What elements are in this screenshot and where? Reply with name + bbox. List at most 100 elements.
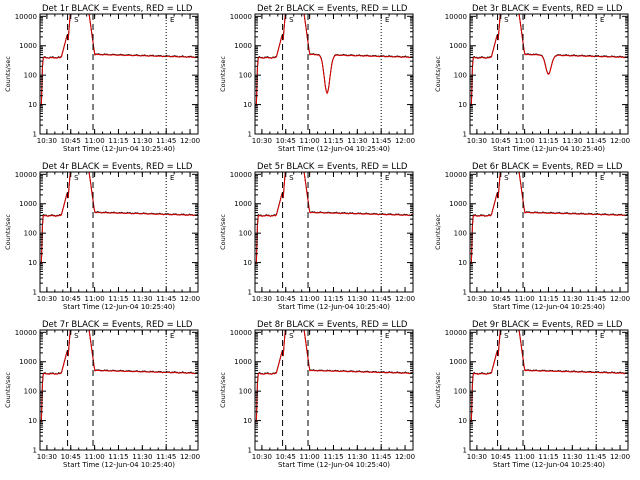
y-tick-label: 100: [239, 72, 252, 80]
x-tick-label: 11:45: [586, 137, 606, 145]
y-tick-label: 1: [33, 289, 37, 297]
x-tick-label: 11:30: [347, 137, 367, 145]
flare-start-marker: S: [289, 332, 294, 340]
y-tick-label: 10: [28, 259, 37, 267]
lld-series: [255, 14, 413, 106]
x-tick-label: 11:30: [132, 453, 152, 461]
plot-area: [470, 330, 628, 422]
lld-series: [40, 330, 198, 422]
lld-series: [470, 14, 628, 106]
panel-frame: [254, 329, 414, 451]
y-tick-label: 10000: [15, 13, 37, 21]
y-tick-label: 1: [33, 131, 37, 139]
y-axis-label: Counts/sec: [219, 372, 227, 408]
x-tick-label: 12:00: [395, 453, 415, 461]
y-tick-label: 100: [454, 230, 467, 238]
panel-frame: [469, 329, 629, 451]
detector-panel-7: S E 1 10 100 1000 10000 10:30 10:45 11:00 11:15 11:…: [4, 320, 200, 469]
x-tick-label: 10:45: [61, 137, 81, 145]
y-tick-label: 10: [458, 101, 467, 109]
flare-start-marker: S: [504, 332, 509, 340]
flare-end-marker: E: [385, 332, 389, 340]
panel-frame: [39, 329, 199, 451]
x-tick-label: 10:45: [276, 453, 296, 461]
detector-panel-5: S E 1 10 100 1000 10000 10:30 10:45 11:00 11:15 11:…: [219, 162, 415, 311]
panel-title: Det 7r BLACK = Events, RED = LLD: [42, 320, 193, 330]
flare-end-marker: E: [600, 174, 604, 182]
y-axis-label: Counts/sec: [434, 214, 442, 250]
lld-series: [470, 172, 628, 264]
lld-series: [255, 172, 413, 264]
panel-frame: [39, 171, 199, 293]
y-tick-label: 10: [458, 259, 467, 267]
x-axis-label: Start Time (12-Jun-04 10:25:40): [278, 461, 390, 469]
x-tick-label: 11:30: [562, 137, 582, 145]
x-axis-label: Start Time (12-Jun-04 10:25:40): [493, 303, 605, 311]
y-tick-label: 10000: [230, 171, 252, 179]
detector-panel-6: S E 1 10 100 1000 10000 10:30 10:45 11:00 11:15 11:…: [434, 162, 630, 311]
x-tick-label: 11:00: [300, 453, 320, 461]
y-tick-label: 10000: [15, 329, 37, 337]
flare-end-marker: E: [600, 16, 604, 24]
x-tick-label: 11:15: [323, 453, 343, 461]
panel-title: Det 5r BLACK = Events, RED = LLD: [257, 162, 408, 172]
x-tick-label: 12:00: [395, 295, 415, 303]
detector-panel-9: S E 1 10 100 1000 10000 10:30 10:45 11:00 11:15 11:…: [434, 320, 630, 469]
x-tick-label: 11:15: [108, 137, 128, 145]
x-axis-label: Start Time (12-Jun-04 10:25:40): [278, 303, 390, 311]
detector-panel-3: S E 1 10 100 1000 10000 10:30 10:45 11:00 11:15 11:…: [434, 4, 630, 153]
y-axis-label: Counts/sec: [219, 56, 227, 92]
y-tick-label: 1: [463, 447, 467, 455]
flare-start-marker: S: [74, 332, 79, 340]
flare-start-marker: S: [289, 174, 294, 182]
x-tick-label: 11:30: [347, 453, 367, 461]
x-tick-label: 11:30: [562, 453, 582, 461]
x-tick-label: 12:00: [180, 453, 200, 461]
flare-end-marker: E: [170, 16, 174, 24]
detector-panel-4: S E 1 10 100 1000 10000 10:30 10:45 11:00 11:15 11:…: [4, 162, 200, 311]
y-tick-label: 1000: [234, 42, 252, 50]
lld-series: [40, 172, 198, 264]
y-tick-label: 10000: [445, 171, 467, 179]
y-axis-label: Counts/sec: [219, 214, 227, 250]
plot-area: [255, 330, 413, 422]
x-tick-label: 12:00: [610, 137, 630, 145]
panel-title: Det 9r BLACK = Events, RED = LLD: [472, 320, 623, 330]
x-tick-label: 12:00: [395, 137, 415, 145]
lld-series: [255, 330, 413, 422]
panel-title: Det 8r BLACK = Events, RED = LLD: [257, 320, 408, 330]
y-tick-label: 10: [243, 417, 252, 425]
y-tick-label: 100: [454, 388, 467, 396]
plot-area: [40, 14, 198, 106]
x-tick-label: 11:15: [538, 453, 558, 461]
y-tick-label: 1: [463, 131, 467, 139]
y-tick-label: 1000: [19, 200, 37, 208]
y-tick-label: 10: [458, 417, 467, 425]
plot-area: [470, 14, 628, 106]
x-tick-label: 11:00: [515, 453, 535, 461]
x-tick-label: 11:15: [538, 137, 558, 145]
x-tick-label: 10:45: [276, 295, 296, 303]
x-tick-label: 11:15: [323, 295, 343, 303]
y-tick-label: 1000: [234, 358, 252, 366]
y-tick-label: 100: [239, 388, 252, 396]
x-tick-label: 11:45: [156, 137, 176, 145]
y-tick-label: 1: [33, 447, 37, 455]
y-axis-label: Counts/sec: [4, 56, 12, 92]
x-tick-label: 11:15: [108, 453, 128, 461]
x-tick-label: 11:00: [300, 295, 320, 303]
flare-start-marker: S: [289, 16, 294, 24]
x-tick-label: 12:00: [610, 295, 630, 303]
x-tick-label: 10:30: [467, 137, 487, 145]
x-tick-label: 11:00: [300, 137, 320, 145]
x-tick-label: 10:45: [61, 295, 81, 303]
panel-frame: [254, 13, 414, 135]
x-tick-label: 12:00: [180, 137, 200, 145]
x-tick-label: 11:30: [132, 137, 152, 145]
panel-frame: [39, 13, 199, 135]
y-tick-label: 1000: [19, 42, 37, 50]
flare-start-marker: S: [74, 16, 79, 24]
x-tick-label: 11:15: [323, 137, 343, 145]
y-tick-label: 1000: [449, 358, 467, 366]
x-tick-label: 10:30: [252, 137, 272, 145]
